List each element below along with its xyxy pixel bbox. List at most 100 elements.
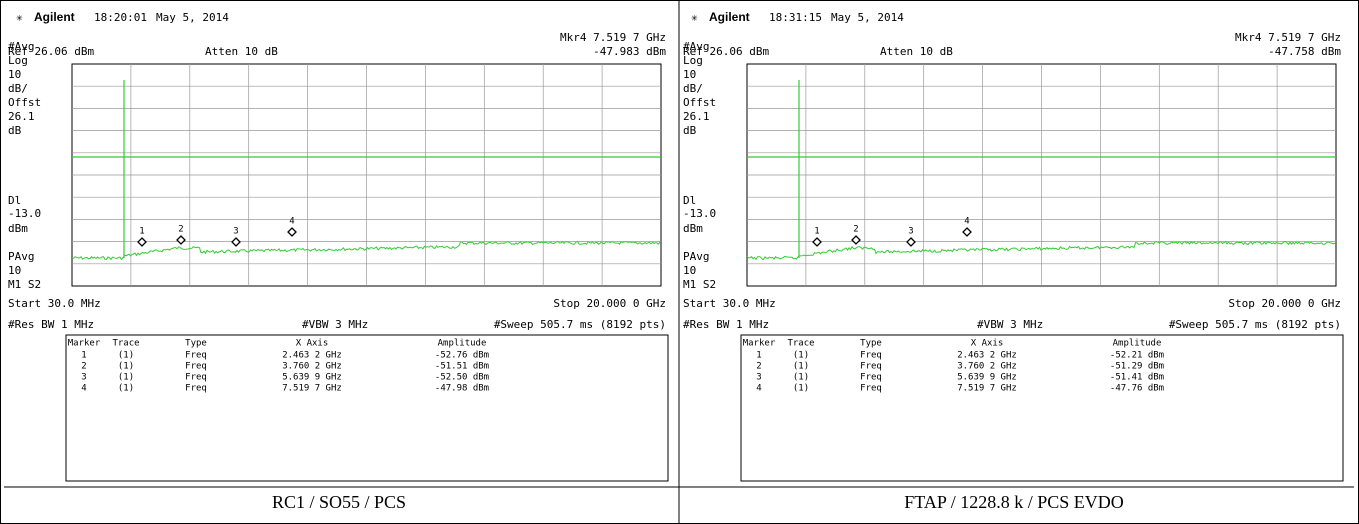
table-cell: 7.519 7 GHz [282, 384, 342, 394]
left-label: Log [8, 54, 28, 67]
brand: Agilent [34, 10, 75, 24]
left-label: dBm [683, 222, 703, 235]
table-cell: Freq [185, 373, 207, 383]
marker-readout: Mkr4 7.519 7 GHz [1235, 31, 1341, 44]
table-header: Type [860, 339, 882, 349]
left-label: -13.0 [8, 207, 41, 220]
attenuation: Atten 10 dB [205, 45, 278, 58]
left-label: dB/ [8, 82, 28, 95]
logo-icon: ✳ [691, 11, 698, 24]
left-label: dB [683, 124, 697, 137]
table-cell: -52.76 dBm [435, 351, 489, 361]
table-cell: Freq [860, 384, 882, 394]
left-label: #Avg [683, 40, 710, 53]
table-cell: Freq [185, 351, 207, 361]
sweep: #Sweep 505.7 ms (8192 pts) [1169, 318, 1341, 331]
table-cell: (1) [118, 384, 134, 394]
analyzer-panel: ✳ Agilent 18:31:15 May 5, 2014 Mkr4 7.519 7 … [679, 10, 1354, 512]
left-label: 10 [683, 68, 696, 81]
marker-diamond [851, 235, 861, 245]
left-label: 10 [8, 68, 21, 81]
table-header: Amplitude [438, 339, 487, 349]
table-cell: 3 [756, 373, 761, 383]
table-cell: 5.639 9 GHz [957, 373, 1017, 383]
time: 18:31:15 [769, 11, 822, 24]
table-cell: 3.760 2 GHz [957, 362, 1017, 372]
left-label: #Avg [8, 40, 35, 53]
table-cell: 2.463 2 GHz [282, 351, 342, 361]
table-cell: 4 [81, 384, 86, 394]
table-cell: -51.41 dBm [1110, 373, 1164, 383]
table-cell: (1) [118, 351, 134, 361]
table-cell: (1) [793, 351, 809, 361]
marker-diamond [962, 227, 972, 237]
attenuation: Atten 10 dB [880, 45, 953, 58]
left-label: M1 S2 [683, 278, 716, 291]
brand: Agilent [709, 10, 750, 24]
table-cell: 3 [81, 373, 86, 383]
start-freq: Start 30.0 MHz [8, 297, 101, 310]
marker-number: 2 [853, 225, 858, 235]
table-cell: Freq [185, 362, 207, 372]
marker-number: 1 [139, 227, 144, 237]
marker-diamond [287, 227, 297, 237]
table-cell: -47.76 dBm [1110, 384, 1164, 394]
table-cell: Freq [860, 351, 882, 361]
left-label: dBm [8, 222, 28, 235]
table-cell: 2.463 2 GHz [957, 351, 1017, 361]
marker-diamond [137, 237, 147, 247]
logo-icon: ✳ [16, 11, 23, 24]
marker-readout: Mkr4 7.519 7 GHz [560, 31, 666, 44]
table-cell: (1) [793, 362, 809, 372]
marker-number: 2 [178, 225, 183, 235]
left-label: Offst [8, 96, 41, 109]
stop-freq: Stop 20.000 0 GHz [1228, 297, 1341, 310]
ref-level: Ref 26.06 dBm [8, 45, 94, 58]
table-cell: (1) [793, 373, 809, 383]
marker-table-box [65, 334, 669, 482]
marker-number: 1 [814, 227, 819, 237]
trace [71, 240, 661, 261]
table-header: Amplitude [1113, 339, 1162, 349]
table-header: Trace [787, 339, 814, 349]
left-label: Offst [683, 96, 716, 109]
marker-table-box [740, 334, 1344, 482]
left-label: PAvg [683, 250, 710, 263]
left-label: dB/ [683, 82, 703, 95]
marker-number: 3 [233, 227, 238, 237]
marker-diamond [176, 235, 186, 245]
table-cell: Freq [860, 373, 882, 383]
left-label: 26.1 [8, 110, 35, 123]
table-cell: 3.760 2 GHz [282, 362, 342, 372]
table-cell: (1) [118, 362, 134, 372]
table-cell: (1) [118, 373, 134, 383]
res-bw: #Res BW 1 MHz [8, 318, 94, 331]
left-label: 10 [8, 264, 21, 277]
table-cell: 7.519 7 GHz [957, 384, 1017, 394]
table-cell: 5.639 9 GHz [282, 373, 342, 383]
table-cell: 2 [81, 362, 86, 372]
date: May 5, 2014 [831, 11, 904, 24]
left-label: Dl [8, 194, 21, 207]
table-header: X Axis [971, 339, 1004, 349]
marker-amplitude: -47.983 dBm [593, 45, 666, 58]
table-cell: -47.98 dBm [435, 384, 489, 394]
ref-level: Ref 26.06 dBm [683, 45, 769, 58]
table-cell: -52.21 dBm [1110, 351, 1164, 361]
table-header: X Axis [296, 339, 329, 349]
marker-diamond [812, 237, 822, 247]
table-cell: 1 [756, 351, 761, 361]
date: May 5, 2014 [156, 11, 229, 24]
stop-freq: Stop 20.000 0 GHz [553, 297, 666, 310]
table-header: Trace [112, 339, 139, 349]
vbw: #VBW 3 MHz [302, 318, 368, 331]
marker-diamond [906, 237, 916, 247]
table-cell: 1 [81, 351, 86, 361]
caption: FTAP / 1228.8 k / PCS EVDO [904, 492, 1123, 512]
table-cell: Freq [860, 362, 882, 372]
table-cell: Freq [185, 384, 207, 394]
trace [746, 240, 1336, 261]
left-label: 10 [683, 264, 696, 277]
analyzer-panel: ✳ Agilent 18:20:01 May 5, 2014 Mkr4 7.519 7 … [4, 10, 679, 512]
